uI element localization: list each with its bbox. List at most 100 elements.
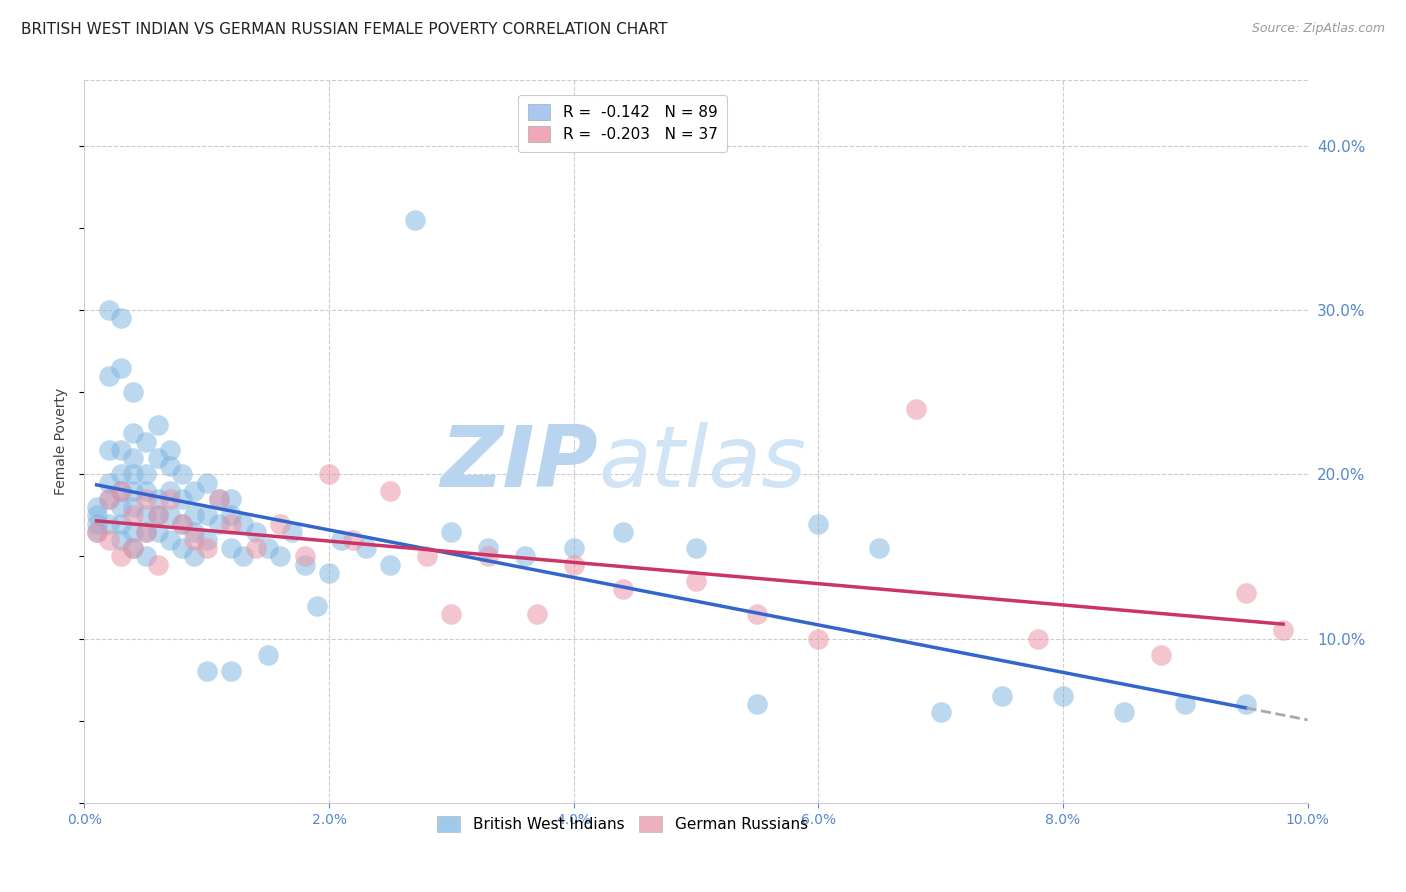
Point bbox=[110, 311, 132, 326]
Point bbox=[245, 541, 267, 556]
Point bbox=[526, 607, 548, 621]
Point bbox=[97, 368, 120, 383]
Point bbox=[440, 607, 463, 621]
Point bbox=[183, 508, 205, 523]
Point bbox=[318, 467, 340, 482]
Point bbox=[97, 491, 120, 506]
Point bbox=[97, 533, 120, 547]
Text: atlas: atlas bbox=[598, 422, 806, 505]
Point bbox=[612, 524, 634, 539]
Legend: British West Indians, German Russians: British West Indians, German Russians bbox=[432, 810, 814, 838]
Point bbox=[172, 467, 194, 482]
Point bbox=[183, 533, 205, 547]
Point bbox=[122, 524, 145, 539]
Point bbox=[135, 491, 157, 506]
Text: BRITISH WEST INDIAN VS GERMAN RUSSIAN FEMALE POVERTY CORRELATION CHART: BRITISH WEST INDIAN VS GERMAN RUSSIAN FE… bbox=[21, 22, 668, 37]
Point bbox=[195, 665, 218, 679]
Point bbox=[122, 508, 145, 523]
Point bbox=[183, 549, 205, 564]
Point bbox=[208, 491, 231, 506]
Point bbox=[86, 500, 108, 515]
Point bbox=[135, 508, 157, 523]
Point bbox=[232, 549, 254, 564]
Point bbox=[183, 524, 205, 539]
Point bbox=[195, 533, 218, 547]
Point bbox=[342, 533, 364, 547]
Point bbox=[380, 483, 402, 498]
Point bbox=[294, 549, 316, 564]
Point bbox=[135, 434, 157, 449]
Point bbox=[929, 706, 952, 720]
Point bbox=[122, 426, 145, 441]
Point bbox=[159, 491, 181, 506]
Point bbox=[110, 467, 132, 482]
Point bbox=[146, 450, 169, 465]
Point bbox=[195, 508, 218, 523]
Point bbox=[1052, 689, 1074, 703]
Point bbox=[97, 516, 120, 531]
Point bbox=[1028, 632, 1050, 646]
Point bbox=[281, 524, 304, 539]
Point bbox=[1272, 624, 1295, 638]
Point bbox=[477, 541, 499, 556]
Point bbox=[159, 459, 181, 474]
Point bbox=[110, 549, 132, 564]
Point bbox=[159, 442, 181, 457]
Point bbox=[1114, 706, 1136, 720]
Point bbox=[219, 541, 242, 556]
Point bbox=[562, 558, 585, 572]
Point bbox=[146, 558, 169, 572]
Point bbox=[122, 450, 145, 465]
Point bbox=[747, 607, 769, 621]
Point bbox=[172, 541, 194, 556]
Point bbox=[257, 541, 280, 556]
Point bbox=[685, 574, 707, 588]
Point bbox=[208, 491, 231, 506]
Point bbox=[685, 541, 707, 556]
Point bbox=[86, 508, 108, 523]
Point bbox=[269, 516, 291, 531]
Point bbox=[146, 491, 169, 506]
Point bbox=[159, 508, 181, 523]
Point bbox=[172, 516, 194, 531]
Point bbox=[135, 467, 157, 482]
Point bbox=[86, 524, 108, 539]
Point bbox=[404, 212, 426, 227]
Point bbox=[869, 541, 891, 556]
Point bbox=[159, 533, 181, 547]
Point bbox=[330, 533, 353, 547]
Point bbox=[195, 541, 218, 556]
Point bbox=[97, 442, 120, 457]
Point bbox=[110, 500, 132, 515]
Point bbox=[612, 582, 634, 597]
Point bbox=[219, 491, 242, 506]
Y-axis label: Female Poverty: Female Poverty bbox=[55, 388, 69, 495]
Point bbox=[1174, 698, 1197, 712]
Point bbox=[747, 698, 769, 712]
Point bbox=[354, 541, 377, 556]
Point bbox=[219, 508, 242, 523]
Point bbox=[807, 516, 830, 531]
Point bbox=[122, 541, 145, 556]
Point bbox=[110, 483, 132, 498]
Point bbox=[86, 516, 108, 531]
Point bbox=[146, 524, 169, 539]
Point bbox=[110, 483, 132, 498]
Point bbox=[122, 500, 145, 515]
Point bbox=[440, 524, 463, 539]
Point bbox=[219, 516, 242, 531]
Point bbox=[110, 360, 132, 375]
Point bbox=[146, 508, 169, 523]
Point bbox=[219, 665, 242, 679]
Point bbox=[135, 549, 157, 564]
Point bbox=[122, 483, 145, 498]
Point bbox=[110, 516, 132, 531]
Point bbox=[245, 524, 267, 539]
Point bbox=[159, 483, 181, 498]
Point bbox=[208, 516, 231, 531]
Point bbox=[991, 689, 1014, 703]
Point bbox=[195, 475, 218, 490]
Point bbox=[146, 418, 169, 433]
Point bbox=[380, 558, 402, 572]
Point bbox=[97, 303, 120, 318]
